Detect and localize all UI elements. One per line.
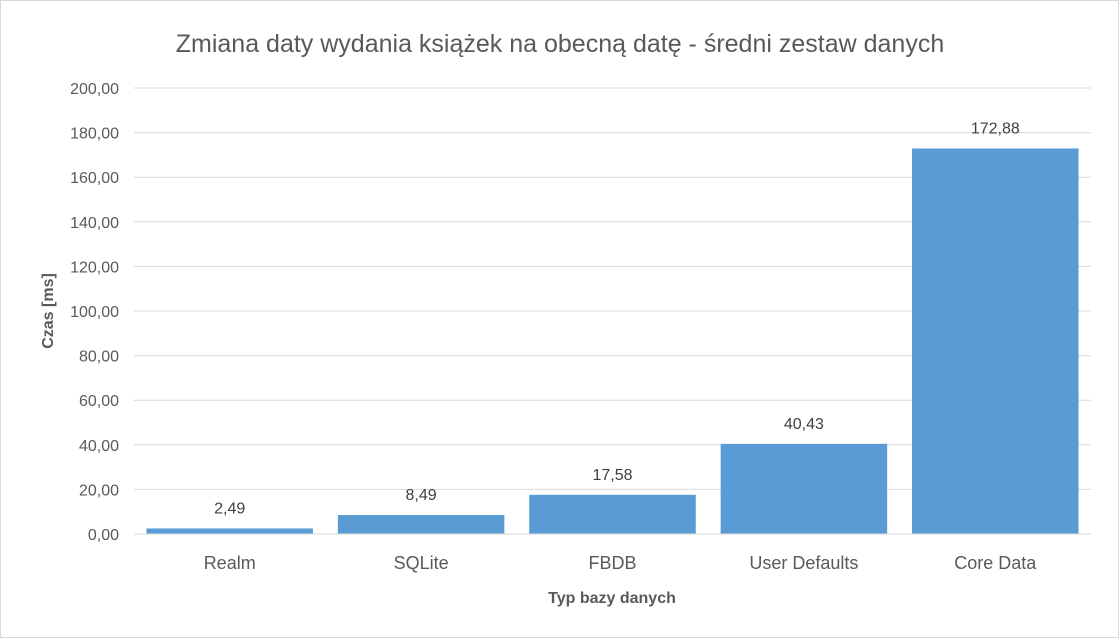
data-label: 40,43 — [784, 416, 824, 433]
bar-realm — [146, 528, 313, 534]
y-tick-label: 120,00 — [70, 259, 119, 276]
data-label: 17,58 — [592, 467, 632, 484]
y-tick-label: 80,00 — [79, 349, 119, 366]
y-tick-label: 200,00 — [70, 81, 119, 98]
y-tick-label: 60,00 — [79, 393, 119, 410]
data-label: 2,49 — [214, 500, 245, 517]
bar-core-data — [912, 148, 1079, 534]
x-category-label: SQLite — [394, 553, 449, 573]
x-axis-title: Typ bazy danych — [548, 590, 676, 607]
bar-fbdb — [529, 494, 696, 534]
y-axis-ticks: 0,00 20,00 40,00 60,00 80,00 100,00 120,00 140,… — [70, 81, 119, 544]
data-label: 8,49 — [406, 487, 437, 504]
y-tick-label: 180,00 — [70, 126, 119, 143]
data-labels: 2,49 8,49 17,58 40,43 172,88 — [214, 120, 1020, 517]
x-axis-categories: Realm SQLite FBDB User Defaults Core Data — [204, 553, 1038, 573]
y-tick-label: 100,00 — [70, 304, 119, 321]
y-tick-label: 0,00 — [88, 527, 119, 544]
y-tick-label: 140,00 — [70, 215, 119, 232]
gridlines — [134, 87, 1091, 490]
x-category-label: Realm — [204, 553, 256, 573]
y-tick-label: 20,00 — [79, 482, 119, 499]
y-axis-title: Czas [ms] — [40, 273, 57, 349]
data-label: 172,88 — [971, 120, 1020, 137]
x-category-label: Core Data — [954, 553, 1037, 573]
chart-title: Zmiana daty wydania książek na obecną da… — [176, 30, 944, 58]
bar-sqlite — [337, 515, 505, 534]
bar-user-defaults — [720, 443, 888, 534]
x-category-label: User Defaults — [749, 553, 858, 573]
x-category-label: FBDB — [588, 553, 636, 573]
bars — [146, 148, 1079, 534]
y-tick-label: 40,00 — [79, 438, 119, 455]
y-tick-label: 160,00 — [70, 170, 119, 187]
